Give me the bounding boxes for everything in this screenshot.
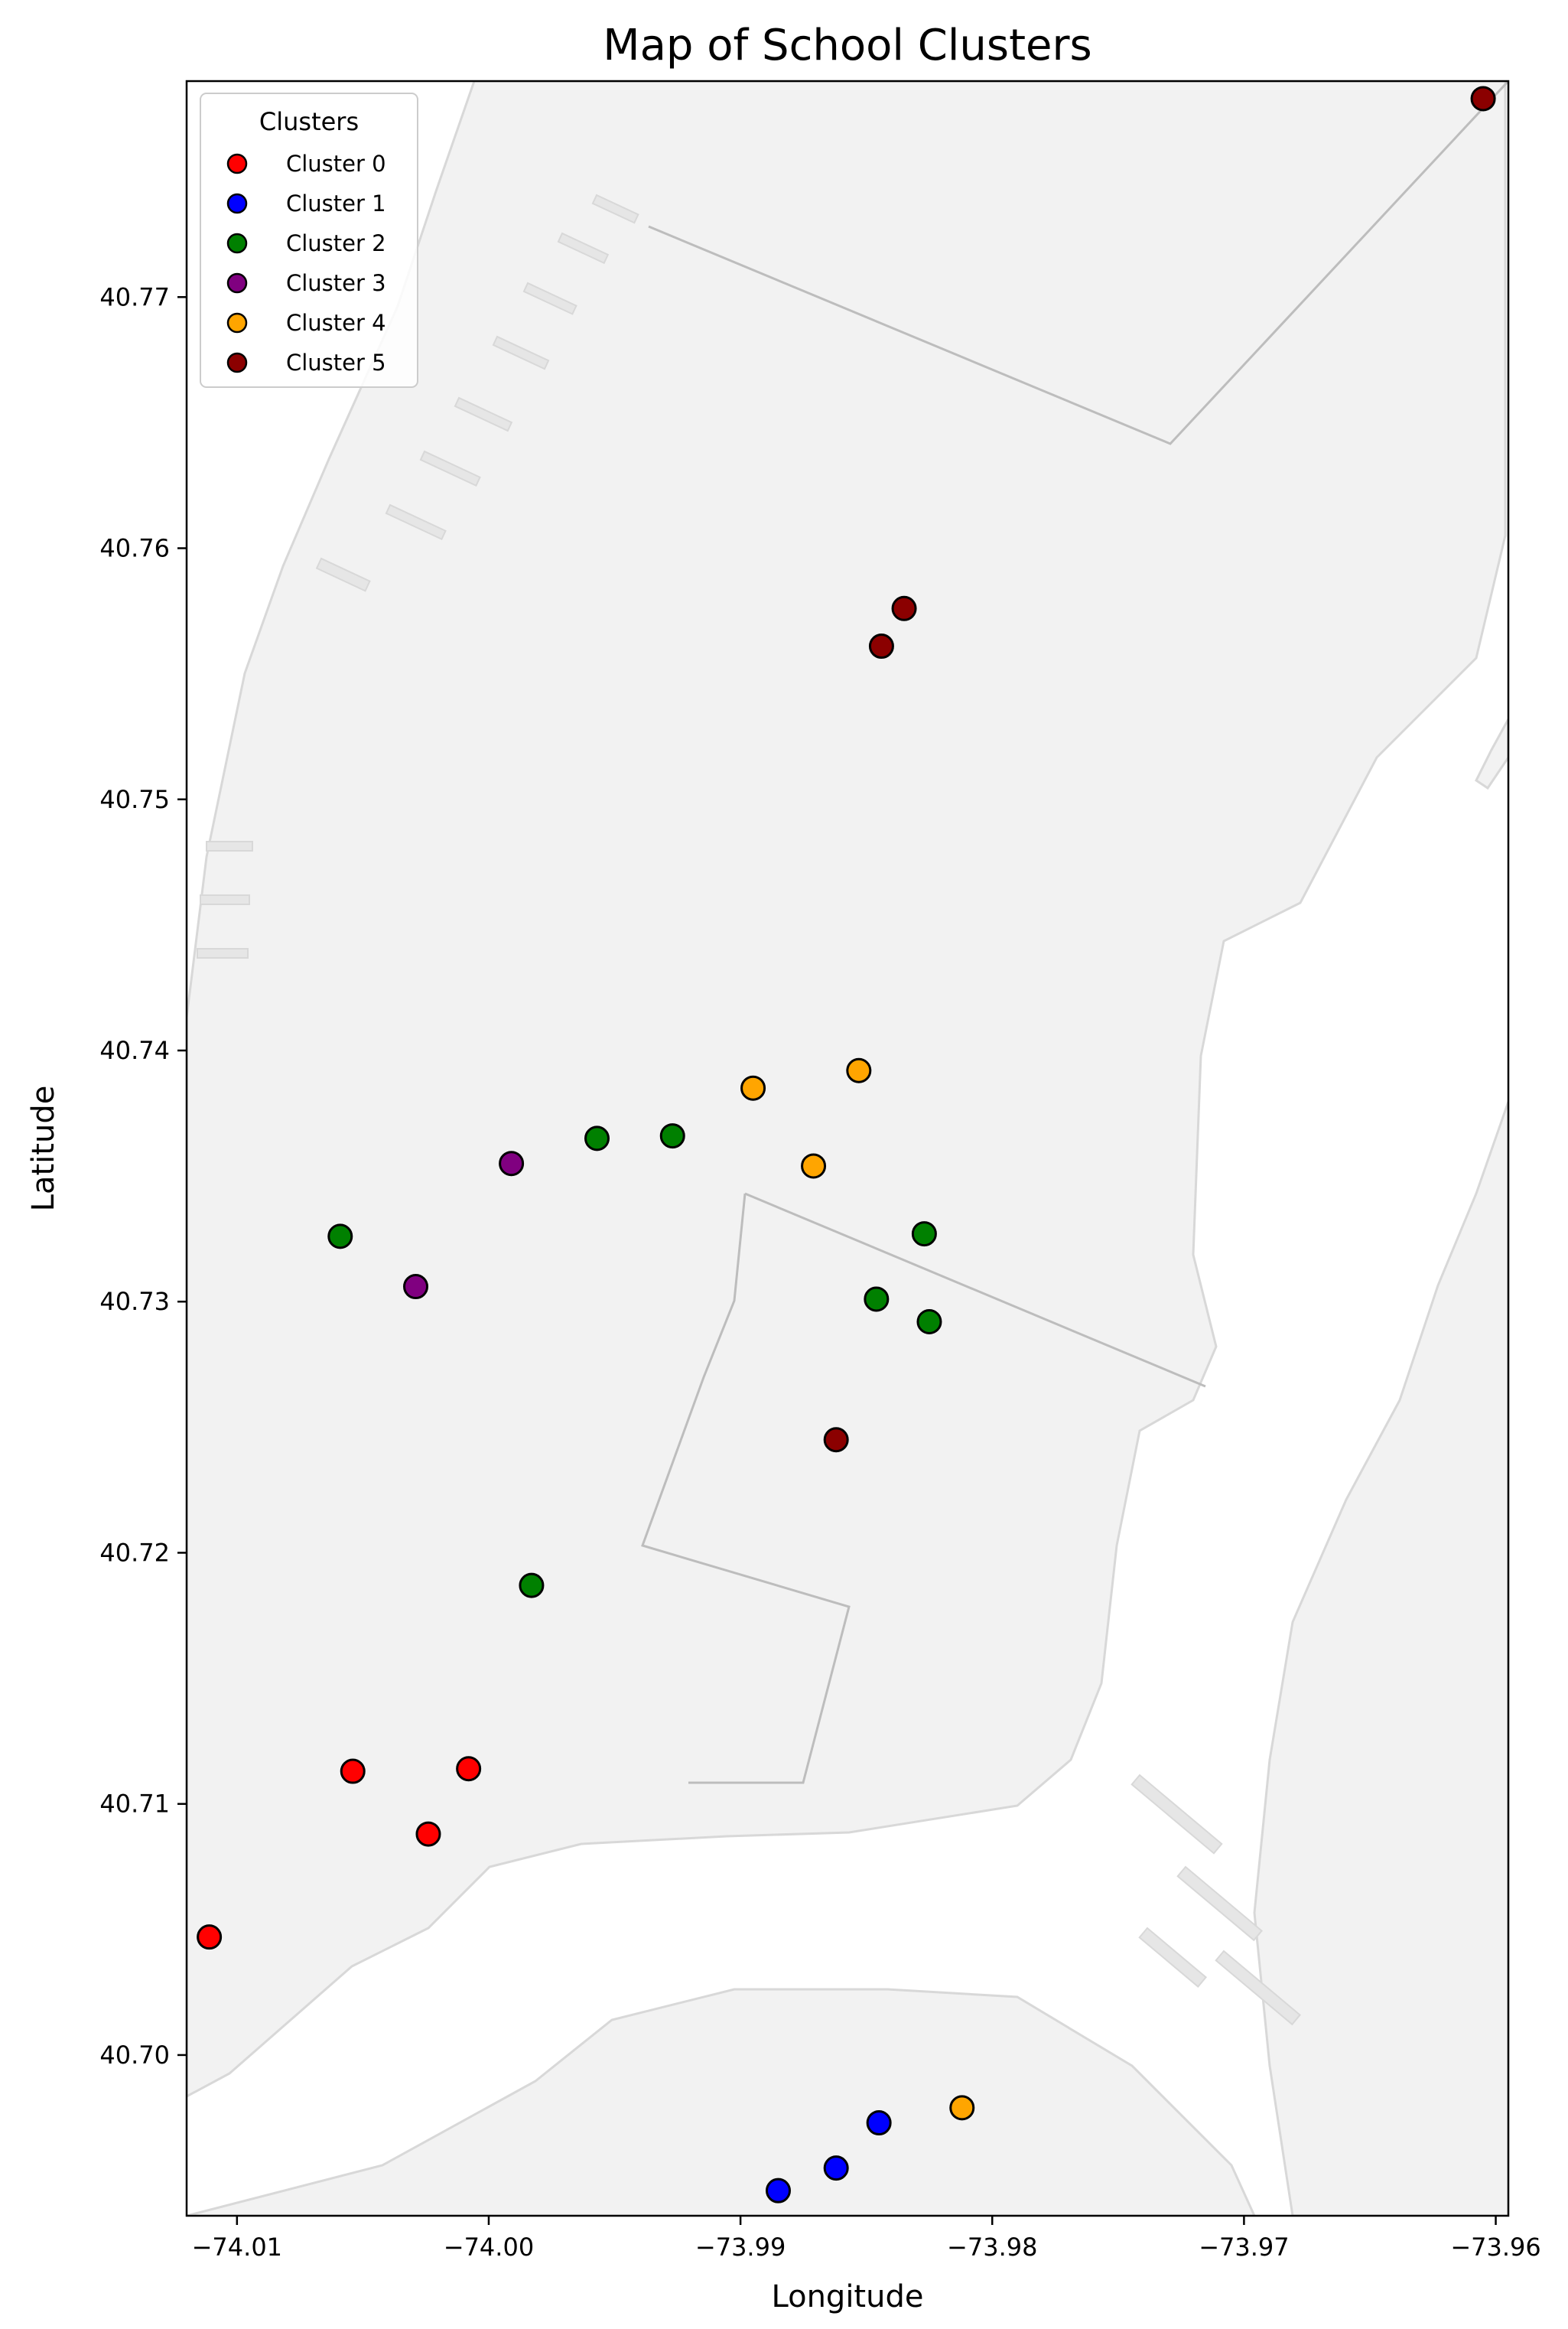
x-tick-label: −73.99 bbox=[695, 2233, 786, 2262]
scatter-point-cluster-5 bbox=[1470, 86, 1496, 112]
scatter-point-cluster-2 bbox=[327, 1223, 353, 1249]
y-axis-label: Latitude bbox=[26, 1086, 61, 1212]
boundary-line-village bbox=[744, 1192, 1206, 1388]
scatter-point-cluster-5 bbox=[823, 1427, 849, 1453]
y-axis: 40.70 40.71 40.72 40.73 40.74 40.75 40.76 40.77 bbox=[99, 282, 187, 2070]
basemap-borough-boundaries bbox=[641, 81, 1508, 1784]
scatter-point-cluster-1 bbox=[765, 2178, 791, 2204]
boundary-line-north bbox=[648, 81, 1508, 445]
scatter-point-cluster-5 bbox=[868, 634, 894, 660]
legend-title: Clusters bbox=[259, 107, 359, 136]
y-tick-label: 40.74 bbox=[99, 1036, 170, 1065]
y-tick-label: 40.76 bbox=[99, 534, 170, 563]
basemap-piers bbox=[197, 194, 1301, 2026]
y-tick-label: 40.75 bbox=[99, 785, 170, 814]
scatter-point-cluster-1 bbox=[866, 2110, 892, 2136]
legend-label-cluster-0: Cluster 0 bbox=[286, 151, 386, 177]
scatter-point-cluster-2 bbox=[659, 1123, 685, 1149]
scatter-point-cluster-0 bbox=[456, 1756, 482, 1782]
basemap-roosevelt-island bbox=[1475, 718, 1508, 790]
basemap-queens-land bbox=[1253, 1101, 1508, 2216]
scatter-point-cluster-3 bbox=[499, 1151, 525, 1177]
scatter-point-cluster-2 bbox=[864, 1286, 890, 1312]
scatter-point-cluster-2 bbox=[584, 1125, 610, 1151]
scatter-point-cluster-4 bbox=[740, 1075, 766, 1101]
legend-marker-cluster-1 bbox=[226, 193, 248, 214]
plot-frame bbox=[185, 80, 1510, 2217]
legend-label-cluster-5: Cluster 5 bbox=[286, 350, 386, 376]
scatter-point-cluster-4 bbox=[949, 2095, 975, 2121]
legend-entries: Cluster 0 Cluster 1 Cluster 2 Cluster 3 Clus… bbox=[226, 151, 386, 376]
y-tick-label: 40.72 bbox=[99, 1538, 170, 1567]
scatter-point-cluster-1 bbox=[823, 2155, 849, 2181]
legend-marker-cluster-5 bbox=[226, 352, 248, 373]
y-tick-label: 40.73 bbox=[99, 1287, 170, 1316]
scatter-point-cluster-4 bbox=[801, 1153, 827, 1179]
legend-marker-cluster-4 bbox=[226, 312, 248, 334]
scatter-point-cluster-2 bbox=[519, 1572, 545, 1598]
x-tick-label: −74.01 bbox=[192, 2233, 282, 2262]
x-tick-label: −73.98 bbox=[947, 2233, 1037, 2262]
y-tick-label: 40.70 bbox=[99, 2041, 170, 2070]
basemap bbox=[187, 81, 1508, 2216]
chart-title: Map of School Clusters bbox=[603, 21, 1091, 70]
scatter-point-cluster-5 bbox=[891, 595, 917, 621]
scatter-point-cluster-2 bbox=[911, 1221, 937, 1247]
basemap-brooklyn-land bbox=[187, 1988, 1256, 2216]
x-axis: −74.01 −74.00 −73.99 −73.98 −73.97 −73.96 bbox=[192, 2216, 1541, 2262]
scatter-point-cluster-3 bbox=[403, 1274, 429, 1300]
scatter-point-cluster-4 bbox=[846, 1057, 872, 1083]
legend-label-cluster-2: Cluster 2 bbox=[286, 230, 386, 256]
legend-label-cluster-1: Cluster 1 bbox=[286, 191, 386, 217]
scatter-point-cluster-0 bbox=[340, 1758, 366, 1784]
x-tick-label: −74.00 bbox=[444, 2233, 534, 2262]
scatter-points bbox=[197, 86, 1496, 2204]
y-tick-label: 40.71 bbox=[99, 1790, 170, 1819]
x-axis-label: Longitude bbox=[772, 2279, 924, 2314]
legend-marker-cluster-2 bbox=[226, 233, 248, 254]
scatter-point-cluster-0 bbox=[197, 1924, 223, 1950]
x-tick-label: −73.96 bbox=[1450, 2233, 1540, 2262]
legend-marker-cluster-3 bbox=[226, 272, 248, 294]
legend-label-cluster-3: Cluster 3 bbox=[286, 270, 386, 296]
scatter-point-cluster-0 bbox=[415, 1821, 441, 1847]
basemap-manhattan-land bbox=[187, 81, 1507, 2098]
y-tick-label: 40.77 bbox=[99, 282, 170, 311]
scatter-point-cluster-2 bbox=[916, 1308, 942, 1334]
legend-label-cluster-4: Cluster 4 bbox=[286, 310, 386, 336]
legend-marker-cluster-0 bbox=[226, 153, 248, 174]
x-tick-label: −73.97 bbox=[1199, 2233, 1289, 2262]
legend-box bbox=[200, 93, 418, 388]
boundary-line-lower-east bbox=[641, 1193, 851, 1784]
